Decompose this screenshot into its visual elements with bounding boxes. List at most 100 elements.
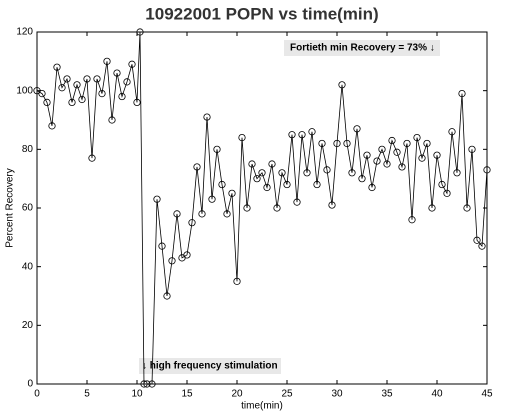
annotation-box <box>284 40 440 56</box>
data-point <box>453 169 461 177</box>
x-tick-label: 40 <box>431 389 443 400</box>
data-point <box>378 145 386 153</box>
data-point <box>93 75 101 83</box>
data-point <box>338 81 346 89</box>
data-point <box>288 131 296 139</box>
x-tick-label: 25 <box>281 389 293 400</box>
y-tick-label: 120 <box>16 27 33 38</box>
series-line <box>36 31 488 385</box>
data-point <box>353 125 361 133</box>
annotation-box <box>139 358 281 374</box>
data-point <box>253 175 261 183</box>
data-point <box>483 166 491 174</box>
data-point <box>328 201 336 209</box>
y-tick-label: 20 <box>22 320 34 331</box>
data-point <box>63 75 71 83</box>
x-tick-label: 10 <box>131 389 143 400</box>
data-point <box>478 242 486 250</box>
data-point <box>73 81 81 89</box>
data-point <box>203 113 211 121</box>
data-point <box>443 189 451 197</box>
data-point <box>53 63 61 71</box>
data-point <box>468 145 476 153</box>
data-point <box>168 257 176 265</box>
data-point <box>248 160 256 168</box>
data-point <box>228 189 236 197</box>
data-point <box>393 148 401 156</box>
data-point <box>158 242 166 250</box>
data-point <box>473 236 481 244</box>
x-tick-label: 5 <box>84 389 90 400</box>
y-tick-label: 40 <box>22 261 34 272</box>
data-point <box>213 145 221 153</box>
data-point <box>123 78 131 86</box>
data-point <box>173 210 181 218</box>
y-tick-label: 0 <box>27 379 33 390</box>
data-point <box>233 277 241 285</box>
y-tick-label: 100 <box>16 85 33 96</box>
data-point <box>403 139 411 148</box>
data-point <box>438 180 446 189</box>
data-point <box>88 154 96 162</box>
data-point <box>108 116 116 124</box>
data-point <box>463 204 471 212</box>
data-point <box>358 175 366 183</box>
data-point <box>348 169 356 177</box>
data-point <box>128 60 136 68</box>
data-point <box>433 151 441 159</box>
data-point <box>308 128 316 136</box>
x-tick-label: 20 <box>231 389 243 400</box>
data-point <box>343 139 351 148</box>
data-point <box>223 210 231 218</box>
chart-title: 10922001 POPN vs time(min) <box>145 4 378 23</box>
data-point <box>423 139 431 148</box>
data-point <box>458 90 466 98</box>
data-point <box>283 180 291 189</box>
data-point <box>298 131 306 139</box>
data-point <box>408 216 416 224</box>
data-point <box>243 204 251 212</box>
data-point <box>383 160 391 168</box>
x-tick-label: 35 <box>381 389 393 400</box>
data-point <box>68 98 76 107</box>
data-point <box>398 163 406 171</box>
data-point <box>303 169 311 177</box>
data-point <box>258 169 266 177</box>
data-point <box>183 251 191 259</box>
data-point <box>368 183 376 192</box>
data-point <box>428 204 436 212</box>
x-tick-label: 0 <box>34 389 40 400</box>
data-point <box>323 166 331 174</box>
data-point <box>278 169 286 177</box>
data-point <box>140 380 148 388</box>
data-point <box>136 28 144 36</box>
data-point <box>193 163 201 171</box>
data-point <box>148 380 156 388</box>
data-point <box>418 154 426 162</box>
x-tick-label: 30 <box>331 389 343 400</box>
data-point <box>238 134 246 142</box>
data-point <box>293 198 301 206</box>
data-point <box>103 57 111 65</box>
data-point <box>98 90 106 98</box>
plot-frame <box>36 31 488 385</box>
y-tick-label: 80 <box>22 144 34 155</box>
annotation: Fortieth min Recovery = 73% ↓ <box>290 43 435 54</box>
x-tick-label: 45 <box>481 389 493 400</box>
data-point <box>118 92 126 101</box>
data-point <box>78 95 86 104</box>
data-point <box>333 139 341 148</box>
y-tick-label: 60 <box>22 203 34 214</box>
data-point <box>363 151 371 159</box>
annotation: ↓ high frequency stimulation <box>142 361 278 372</box>
data-point <box>43 98 51 107</box>
data-point <box>208 195 216 203</box>
data-point <box>198 210 206 218</box>
data-point <box>218 180 226 189</box>
data-point <box>153 195 161 203</box>
y-axis-label: Percent Recovery <box>5 168 16 247</box>
data-point <box>188 219 196 227</box>
data-point <box>83 75 91 83</box>
data-point <box>273 204 281 212</box>
